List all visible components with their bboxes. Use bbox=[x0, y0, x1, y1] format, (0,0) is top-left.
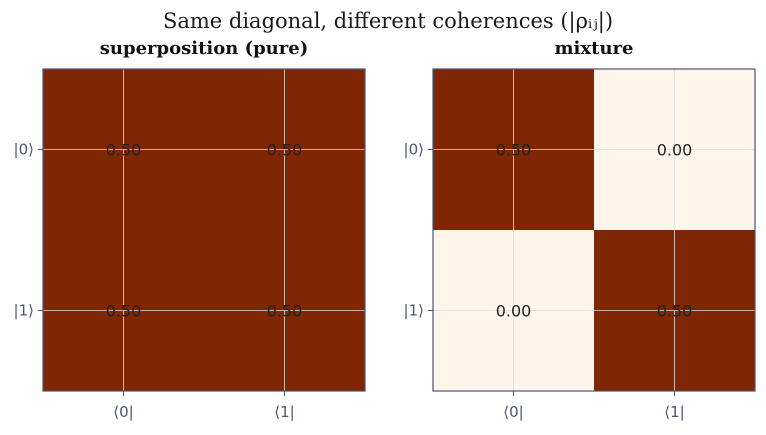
cell-value-label: 0.00 bbox=[657, 141, 693, 160]
x-tick-label: ⟨0| bbox=[503, 403, 523, 421]
y-tick-label: |0⟩ bbox=[14, 141, 34, 159]
x-tick-label: ⟨1| bbox=[274, 403, 294, 421]
x-tick-label: ⟨0| bbox=[113, 403, 133, 421]
axes-frame bbox=[42, 68, 366, 392]
panel-title: mixture bbox=[555, 38, 634, 59]
panel-title: superposition (pure) bbox=[100, 38, 308, 59]
cell-value-label: 0.50 bbox=[106, 302, 142, 321]
axes-frame bbox=[432, 68, 756, 392]
figure-suptitle: Same diagonal, different coherences (|ρᵢ… bbox=[163, 9, 613, 34]
cell-value-label: 0.50 bbox=[106, 141, 142, 160]
cell-value-label: 0.50 bbox=[267, 302, 303, 321]
cell-value-label: 0.00 bbox=[496, 302, 532, 321]
cell-value-label: 0.50 bbox=[267, 141, 303, 160]
y-tick-label: |0⟩ bbox=[404, 141, 424, 159]
heatmap-panel-0: superposition (pure) 0.50 0.50 0.50 0.50 |0⟩ |… bbox=[14, 38, 366, 421]
cell-value-label: 0.50 bbox=[496, 141, 532, 160]
heatmap-panels: superposition (pure) 0.50 0.50 0.50 0.50 |0⟩ |… bbox=[14, 38, 756, 421]
x-tick-label: ⟨1| bbox=[664, 403, 684, 421]
y-tick-label: |1⟩ bbox=[404, 302, 424, 320]
cell-value-label: 0.50 bbox=[657, 302, 693, 321]
y-tick-label: |1⟩ bbox=[14, 302, 34, 320]
heatmap-panel-1: mixture 0.50 0.00 0.00 0.50 |0⟩ |1⟩ ⟨0| ⟨1| bbox=[404, 38, 756, 421]
